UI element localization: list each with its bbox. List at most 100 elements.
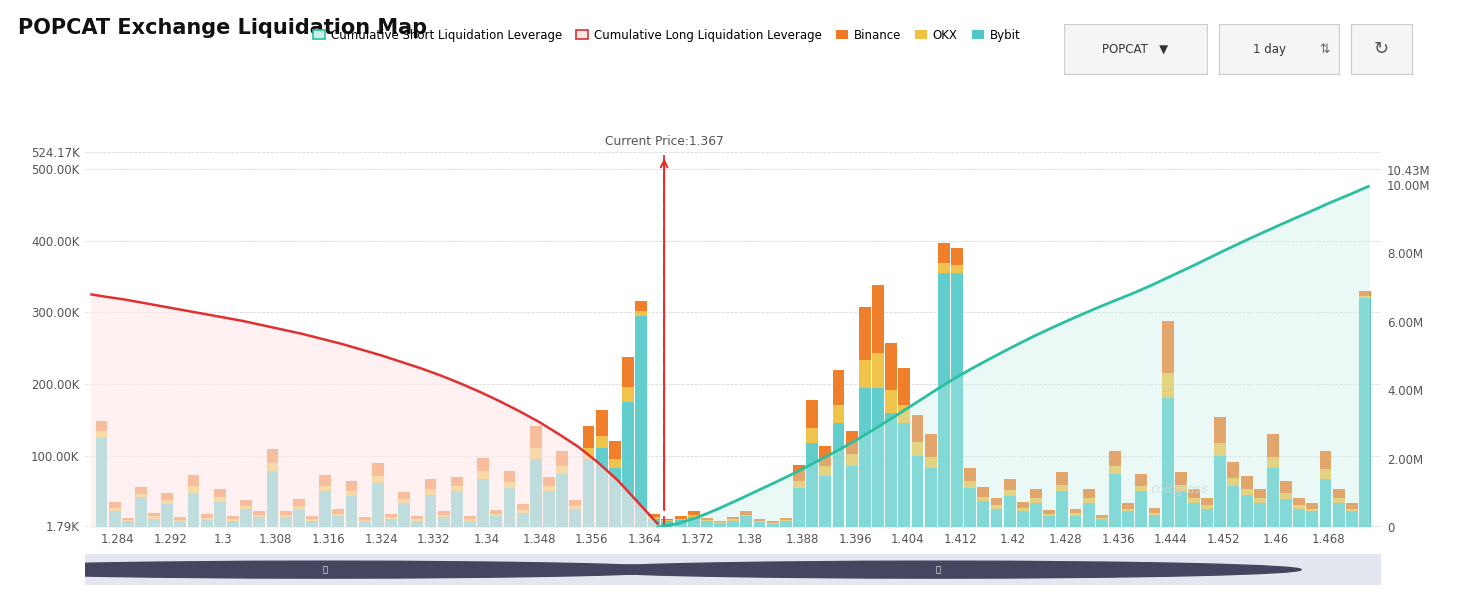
Bar (293, 510, 305, 527)
Bar (1149, 508, 1160, 513)
Bar (1294, 498, 1305, 505)
Bar (689, 515, 700, 517)
Bar (1333, 489, 1345, 498)
Bar (832, 405, 844, 424)
Bar (398, 492, 410, 499)
Bar (885, 390, 897, 413)
Bar (753, 522, 766, 527)
Bar (793, 481, 804, 488)
Bar (188, 487, 199, 493)
Bar (557, 451, 568, 467)
Bar (174, 517, 186, 520)
Bar (938, 273, 949, 527)
Bar (753, 519, 766, 521)
Bar (1043, 514, 1055, 516)
Bar (1346, 503, 1358, 508)
Bar (1030, 503, 1042, 527)
Bar (1017, 508, 1028, 511)
Bar (1069, 513, 1081, 516)
Bar (700, 522, 713, 527)
Bar (1360, 296, 1371, 298)
Bar (1017, 502, 1028, 508)
Bar (1307, 503, 1318, 508)
Bar (740, 516, 753, 527)
Bar (713, 523, 727, 527)
Bar (346, 491, 357, 496)
Bar (491, 514, 502, 516)
Bar (1096, 518, 1108, 519)
Bar (319, 485, 331, 491)
Bar (544, 491, 555, 527)
Bar (1307, 508, 1318, 511)
Bar (1320, 479, 1332, 527)
Bar (385, 514, 397, 517)
Bar (478, 479, 489, 527)
Bar (464, 516, 476, 519)
Bar (240, 506, 252, 508)
Text: Current Price:1.367: Current Price:1.367 (605, 135, 724, 148)
Bar (1294, 505, 1305, 508)
Bar (253, 511, 265, 515)
Bar (478, 471, 489, 479)
Bar (161, 493, 173, 500)
Bar (779, 518, 791, 521)
Bar (675, 516, 687, 519)
Bar (675, 519, 687, 520)
Bar (806, 400, 817, 428)
Bar (1188, 498, 1200, 503)
Bar (951, 265, 963, 273)
Bar (1056, 485, 1068, 491)
Bar (662, 519, 674, 521)
Bar (990, 498, 1002, 505)
Bar (1069, 516, 1081, 527)
Bar (557, 474, 568, 527)
Bar (1346, 511, 1358, 527)
Bar (1228, 462, 1239, 478)
Bar (544, 477, 555, 487)
Bar (280, 511, 292, 515)
Bar (636, 311, 648, 316)
Bar (214, 502, 226, 527)
Bar (609, 459, 621, 468)
Bar (517, 504, 529, 510)
Bar (793, 465, 804, 481)
Bar (636, 301, 648, 311)
Bar (161, 500, 173, 504)
Bar (766, 523, 778, 524)
Text: ⇅: ⇅ (1320, 42, 1330, 56)
Bar (1280, 493, 1292, 499)
Bar (1043, 510, 1055, 514)
Bar (1162, 373, 1173, 398)
Bar (1122, 511, 1134, 527)
Bar (398, 503, 410, 527)
Circle shape (576, 561, 1301, 578)
Bar (530, 448, 542, 459)
Bar (1083, 489, 1094, 498)
Bar (858, 361, 870, 388)
Bar (570, 508, 582, 527)
Bar (1333, 503, 1345, 527)
Bar (689, 511, 700, 515)
Bar (504, 482, 516, 488)
Bar (938, 263, 949, 273)
Bar (1201, 508, 1213, 527)
Bar (609, 441, 621, 459)
Bar (1004, 479, 1015, 490)
Bar (201, 520, 212, 527)
Bar (530, 459, 542, 527)
Bar (938, 243, 949, 263)
Bar (1109, 467, 1121, 474)
Bar (1201, 505, 1213, 508)
Bar (346, 481, 357, 491)
Bar (885, 413, 897, 527)
Bar (346, 496, 357, 527)
Bar (161, 504, 173, 527)
Bar (806, 428, 817, 443)
Bar (1175, 491, 1187, 527)
Bar (188, 493, 199, 527)
Bar (858, 307, 870, 361)
Bar (253, 517, 265, 527)
Bar (227, 516, 239, 519)
Bar (1004, 490, 1015, 496)
Bar (596, 436, 608, 448)
